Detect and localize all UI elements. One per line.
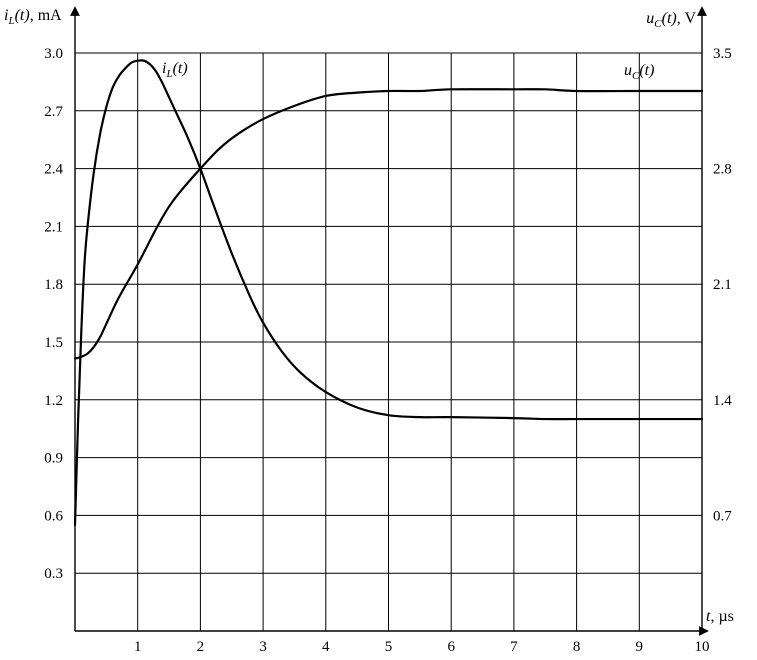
y-right-tick-label-3.5: 3.5: [713, 46, 732, 62]
x-axis-title: t, µs: [706, 608, 734, 625]
y-left-tick-label-2.7: 2.7: [44, 104, 63, 120]
y-left-tick-label-2.1: 2.1: [44, 219, 63, 235]
x-tick-label-1: 1: [134, 639, 142, 655]
y-right-tick-label-0.7: 0.7: [713, 508, 732, 524]
y-left-tick-label-1.2: 1.2: [44, 393, 63, 409]
y-left-tick-label-0.3: 0.3: [44, 566, 63, 582]
y-right-tick-label-2.1: 2.1: [713, 277, 732, 293]
grid: [75, 52, 703, 631]
x-tick-label-10: 10: [695, 639, 710, 655]
x-tick-label-7: 7: [510, 639, 518, 655]
x-tick-label-9: 9: [636, 639, 644, 655]
y-left-tick-label-0.6: 0.6: [44, 508, 63, 524]
x-tick-label-2: 2: [197, 639, 205, 655]
x-tick-label-8: 8: [573, 639, 581, 655]
series-line-uc: [73, 88, 704, 360]
series-line-il: [73, 59, 704, 527]
y-right-tick-label-1.4: 1.4: [713, 393, 732, 409]
x-tick-label-4: 4: [322, 639, 330, 655]
y-left-tick-label-0.9: 0.9: [44, 451, 63, 467]
y-left-tick-label-1.5: 1.5: [44, 335, 63, 351]
x-tick-label-5: 5: [385, 639, 393, 655]
series-label-uc: uC(t): [624, 62, 654, 82]
x-tick-label-6: 6: [447, 639, 455, 655]
y-left-tick-label-2.4: 2.4: [44, 162, 63, 178]
y-left-tick-label-1.8: 1.8: [44, 277, 63, 293]
x-tick-label-3: 3: [259, 639, 267, 655]
series: [73, 59, 704, 527]
y-left-tick-label-3.0: 3.0: [44, 46, 63, 62]
series-label-il: iL(t): [162, 60, 188, 80]
y-left-axis-title: iL(t), mA: [4, 7, 62, 27]
tick-labels: 1 2 3 4 5 6 7 8 9 10 0.3 0.6 0.9 1.2 1.5 1.8 2.1 2.4 2.7 3.…: [44, 46, 732, 655]
y-right-tick-label-2.8: 2.8: [713, 162, 732, 178]
y-right-axis-title: uC(t), V: [646, 10, 696, 30]
axes: [70, 6, 709, 636]
